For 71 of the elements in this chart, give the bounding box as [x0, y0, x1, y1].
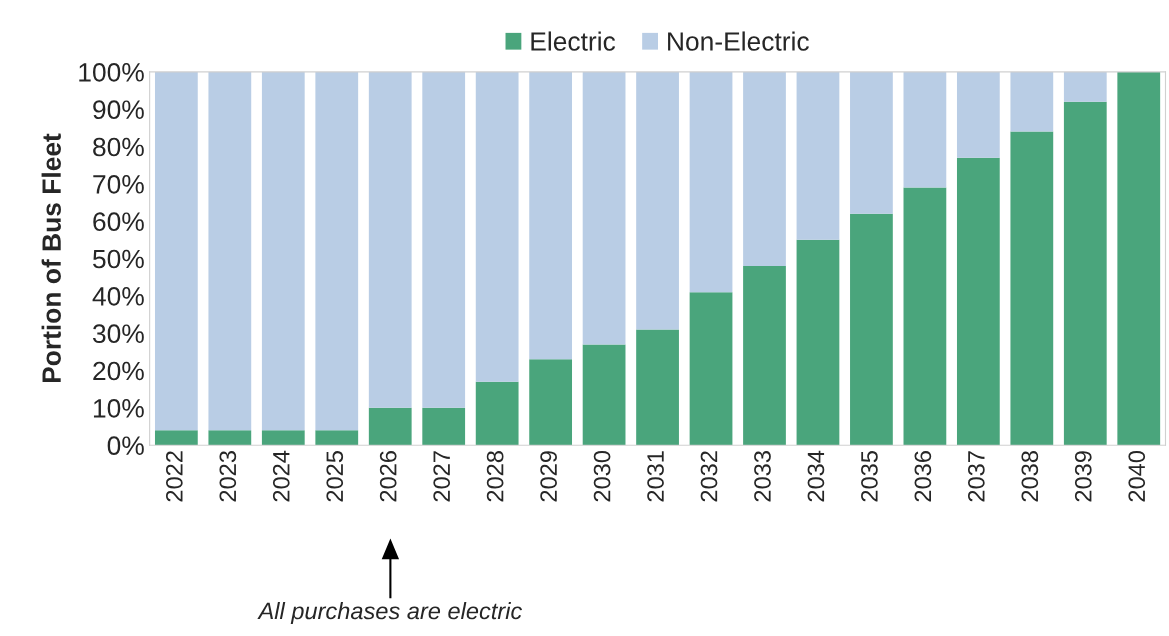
x-tick-label: 2038	[1021, 451, 1039, 502]
bar	[368, 71, 412, 408]
y-tick-label: 100%	[79, 63, 144, 82]
bar	[850, 213, 893, 446]
y-tick-label: 30%	[92, 324, 144, 344]
bar	[582, 71, 626, 345]
bar	[796, 239, 840, 446]
x-tick-label: 2040	[1128, 450, 1146, 502]
x-tick-label: 2037	[967, 451, 985, 502]
bar	[956, 71, 1000, 158]
y-tick-label: 10%	[93, 399, 144, 418]
bar	[689, 292, 733, 446]
bar	[1010, 71, 1054, 132]
bar	[1010, 131, 1054, 446]
y-tick-label: 90%	[93, 100, 144, 120]
bar	[261, 71, 305, 431]
bar	[636, 329, 679, 446]
bar	[850, 71, 893, 214]
x-tick-label: 2027	[433, 451, 451, 502]
x-tick-label: 2025	[326, 451, 344, 502]
x-tick-label: 2033	[754, 451, 771, 502]
x-tick-label: 2022	[165, 451, 183, 502]
bar	[208, 71, 252, 431]
bar	[1063, 101, 1107, 446]
bar	[956, 157, 1000, 446]
bar	[796, 71, 840, 240]
bar	[315, 430, 359, 446]
x-tick-label: 2023	[219, 451, 237, 502]
x-tick-label: 2032	[700, 451, 718, 502]
bar	[208, 430, 252, 446]
bar	[1063, 71, 1107, 102]
y-tick-label: 80%	[93, 137, 144, 157]
x-tick-label: 2029	[540, 451, 557, 502]
y-tick-label: 0%	[107, 436, 144, 456]
bar	[475, 381, 519, 446]
bar	[261, 430, 305, 446]
bar	[743, 266, 786, 446]
bar	[422, 71, 466, 408]
bar	[315, 71, 359, 431]
x-tick-label: 2030	[593, 450, 611, 502]
bar	[689, 71, 733, 293]
y-tick-label: 40%	[92, 287, 144, 306]
legend-label: Non-Electric	[668, 31, 809, 51]
x-tick-label: 2024	[272, 450, 290, 502]
y-tick-label: 60%	[93, 212, 144, 232]
bar	[743, 71, 786, 266]
bar	[422, 407, 466, 446]
bar	[582, 344, 626, 446]
bar	[903, 187, 947, 446]
bar	[903, 71, 947, 188]
x-tick-label: 2034	[807, 450, 825, 502]
text: All purchases are electric	[257, 602, 523, 625]
bar	[1117, 71, 1161, 446]
bar	[529, 71, 573, 360]
y-axis-title: Portion of Bus Fleet	[41, 133, 61, 383]
bar	[368, 407, 412, 446]
legend-label: Electric	[531, 31, 616, 51]
bar	[475, 71, 519, 382]
x-tick-label: 2036	[914, 451, 932, 502]
y-tick-label: 50%	[93, 249, 144, 269]
bar	[154, 71, 198, 431]
bar	[529, 359, 573, 446]
x-tick-label: 2035	[861, 451, 878, 502]
x-tick-label: 2039	[1074, 451, 1092, 502]
bar	[154, 430, 198, 446]
x-tick-label: 2028	[486, 451, 504, 502]
x-tick-label: 2031	[647, 451, 664, 502]
y-tick-label: 20%	[93, 361, 144, 381]
y-tick-label: 70%	[93, 175, 144, 194]
bar	[636, 71, 679, 330]
x-tick-label: 2026	[379, 451, 397, 502]
